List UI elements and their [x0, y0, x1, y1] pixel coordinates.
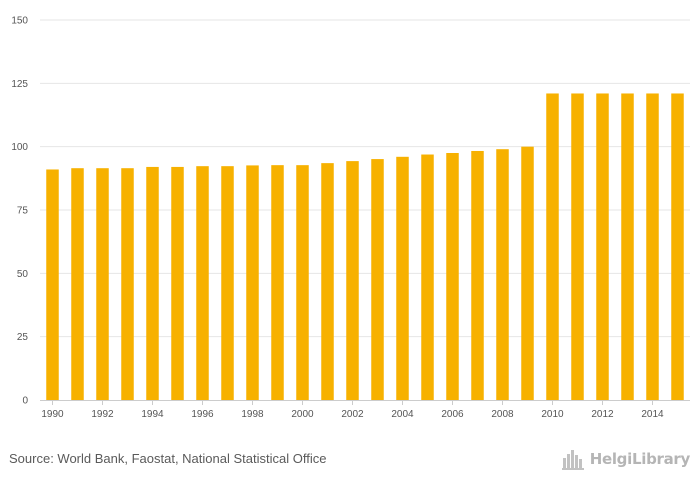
- city-skyline-icon: [561, 450, 584, 470]
- bar-2002: [346, 161, 359, 400]
- bar-1994: [146, 166, 159, 400]
- x-tick-label: 2012: [591, 409, 614, 420]
- bar-2004: [396, 156, 409, 400]
- bar-2014: [646, 93, 659, 400]
- bar-1993: [121, 168, 134, 400]
- bar-2003: [371, 159, 384, 400]
- y-tick-label: 100: [11, 142, 28, 153]
- bar-2006: [446, 153, 459, 400]
- bar-2011: [571, 93, 584, 400]
- x-tick-label: 1994: [141, 409, 164, 420]
- chart-area: 0 25 50 75 100 125 150 1990 1992 1994 1996 1998 2000…: [11, 16, 690, 420]
- y-tick-label: 150: [11, 16, 28, 27]
- x-tick-label: 2006: [441, 409, 464, 420]
- y-tick-label: 125: [11, 79, 28, 90]
- x-tick-label: 2004: [391, 409, 414, 420]
- x-tick-label: 1998: [241, 409, 264, 420]
- bar-1995: [171, 166, 184, 400]
- y-tick-label: 75: [17, 206, 29, 217]
- bar-2013: [621, 93, 634, 400]
- y-tick-label: 50: [17, 269, 29, 280]
- bar-1997: [221, 166, 234, 400]
- source-note: Source: World Bank, Faostat, National St…: [9, 451, 327, 466]
- bar-2015: [671, 93, 684, 400]
- bar-2008: [496, 149, 509, 400]
- bar-2010: [546, 93, 559, 400]
- bar-1992: [96, 168, 109, 400]
- y-tick-label: 0: [22, 396, 28, 407]
- bar-2007: [471, 150, 484, 400]
- brand-name: HelgiLibrary: [589, 450, 691, 468]
- x-tick-label: 1992: [91, 409, 114, 420]
- x-tick-label: 2002: [341, 409, 364, 420]
- x-tick-label: 2014: [641, 409, 664, 420]
- bar-2001: [321, 163, 334, 400]
- bar-2005: [421, 154, 434, 400]
- bar-2000: [296, 165, 309, 400]
- bar-1996: [196, 166, 209, 400]
- x-tick-label: 2008: [491, 409, 514, 420]
- y-tick-label: 25: [17, 332, 29, 343]
- bar-1991: [71, 168, 84, 400]
- bar-1998: [246, 165, 259, 400]
- bar-chart: 0 25 50 75 100 125 150 1990 1992 1994 1996 1998 2000…: [11, 16, 690, 420]
- bar-1990: [46, 169, 59, 400]
- x-tick-label: 2000: [291, 409, 314, 420]
- x-tick-label: 1996: [191, 409, 214, 420]
- x-tick-label: 2010: [541, 409, 564, 420]
- bar-2012: [596, 93, 609, 400]
- chart-footer: Source: World Bank, Faostat, National St…: [0, 440, 700, 483]
- bar-1999: [271, 165, 284, 400]
- brand-logo: HelgiLibrary: [561, 446, 691, 472]
- bar-2009: [521, 146, 534, 400]
- x-tick-label: 1990: [41, 409, 64, 420]
